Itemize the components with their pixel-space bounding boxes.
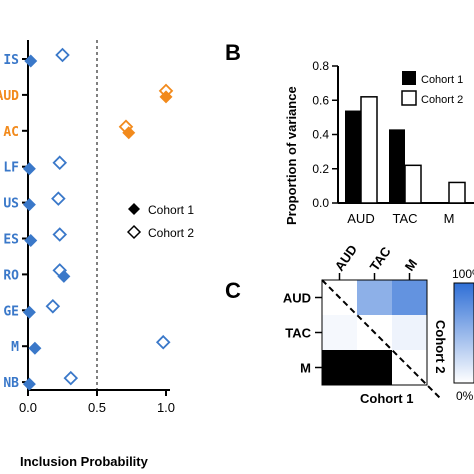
panel-a-x-tick-label: 0.0 <box>19 400 37 415</box>
panel-c-col-label: TAC <box>367 244 394 274</box>
panel-a: IS AUD AC LF US ES RO GE M NB 0.0 0.5 1.0 Inclusion… <box>0 40 194 469</box>
panel-a-y-label: AC <box>3 125 19 140</box>
panel-c-diagonal <box>321 279 441 399</box>
panel-b: B Proportion of variance 0.0 0.2 0.4 0.6 0.8… <box>225 40 474 226</box>
panel-b-letter: B <box>225 40 241 65</box>
panel-a-x-ticks: 0.0 0.5 1.0 <box>19 390 175 415</box>
panel-c-letter: C <box>225 278 241 303</box>
panel-a-point-cohort1 <box>122 126 136 140</box>
panel-c-col-labels: AUD TAC M <box>332 242 421 280</box>
panel-a-point-cohort2 <box>155 334 171 350</box>
panel-b-bar-cohort2 <box>404 164 422 204</box>
panel-b-y-tick-label: 0.2 <box>312 162 329 176</box>
panel-a-x-tick-label: 0.5 <box>88 400 106 415</box>
panel-b-x-tick-label: M <box>444 211 455 226</box>
legend-cohort1-label: Cohort 1 <box>421 74 463 86</box>
panel-c-cell <box>392 315 427 350</box>
panel-c-row-label: AUD <box>283 291 311 306</box>
panel-a-point-cohort2 <box>52 155 68 170</box>
panel-a-y-label: RO <box>3 268 19 283</box>
panel-a-point-cohort2 <box>63 370 79 386</box>
panel-a-point-cohort1 <box>24 234 38 247</box>
panel-a-point-cohort1 <box>24 54 38 68</box>
panel-a-point-cohort1 <box>22 198 36 212</box>
panel-a-points <box>22 47 174 391</box>
panel-a-y-label: NB <box>3 376 19 391</box>
panel-a-point-cohort1 <box>22 162 36 176</box>
panel-c-scale-bottom: 0% <box>456 389 474 403</box>
panel-b-y-ticks: 0.0 0.2 0.4 0.6 0.8 <box>312 59 338 210</box>
legend-cohort2-marker <box>126 224 142 240</box>
panel-a-y-label: ES <box>3 233 19 248</box>
legend-cohort2-swatch <box>401 90 417 106</box>
panel-b-ylabel: Proportion of variance <box>284 86 299 225</box>
panel-a-point-cohort1 <box>57 269 71 283</box>
legend-cohort1-swatch <box>402 71 416 85</box>
panel-c-colorbar <box>453 282 474 384</box>
panel-b-y-tick-label: 0.8 <box>312 59 329 73</box>
panel-c-ylabel: Cohort 2 <box>433 320 448 373</box>
panel-a-point-cohort1 <box>28 341 42 355</box>
panel-a-point-cohort1 <box>159 90 173 104</box>
panel-b-bars <box>345 96 466 204</box>
panel-b-legend: Cohort 1 Cohort 2 <box>401 71 463 106</box>
panel-c-col-label: AUD <box>332 242 360 274</box>
panel-a-point-cohort1 <box>22 305 36 319</box>
panel-c-cell <box>322 350 357 385</box>
panel-b-y-tick-label: 0.4 <box>312 128 329 142</box>
panel-a-point-cohort2 <box>45 299 61 314</box>
panel-b-bar-cohort1 <box>345 110 361 203</box>
panel-a-y-label: GE <box>3 304 19 319</box>
panel-a-legend: Cohort 1 Cohort 2 <box>126 203 194 240</box>
panel-b-y-tick-label: 0.0 <box>312 196 329 210</box>
legend-cohort1-label: Cohort 1 <box>148 203 194 217</box>
panel-a-point-cohort2 <box>51 191 66 206</box>
panel-b-bar-cohort2 <box>360 96 378 204</box>
legend-cohort1-marker <box>128 203 140 215</box>
panel-a-y-label: US <box>3 197 19 212</box>
panel-c-cell <box>357 280 392 315</box>
panel-a-y-label: M <box>11 340 19 355</box>
panel-a-point-cohort1 <box>22 377 36 391</box>
panel-a-y-label: IS <box>3 53 19 68</box>
panel-c-row-label: TAC <box>285 326 311 341</box>
panel-b-x-tick-label: AUD <box>347 211 374 226</box>
panel-c: C AUD TAC M AUD TAC M Cohort 1 Cohort 2 100%… <box>225 242 474 406</box>
panel-c-scale-top: 100% <box>452 267 474 281</box>
panel-c-col-label: M <box>402 256 421 273</box>
panel-c-cell <box>392 280 427 315</box>
panel-a-xlabel: Inclusion Probability <box>20 454 149 469</box>
legend-cohort2-label: Cohort 2 <box>421 94 463 106</box>
panel-a-point-cohort2 <box>52 227 68 242</box>
panel-c-xlabel: Cohort 1 <box>360 391 413 406</box>
legend-cohort2-label: Cohort 2 <box>148 226 194 240</box>
panel-c-cells <box>322 280 427 385</box>
panel-c-cell <box>322 315 357 350</box>
panel-a-y-labels: IS AUD AC LF US ES RO GE M NB <box>0 53 19 391</box>
panel-a-x-tick-label: 1.0 <box>157 400 175 415</box>
panel-a-y-label: LF <box>3 161 19 176</box>
panel-c-row-label: M <box>300 361 311 376</box>
panel-b-x-ticks: AUD TAC M <box>347 211 454 226</box>
panel-a-y-label: AUD <box>0 89 19 104</box>
panel-b-bar-cohort1 <box>389 129 405 203</box>
panel-b-bar-cohort2 <box>448 181 466 204</box>
panel-c-cell <box>357 350 392 385</box>
panel-a-point-cohort2 <box>55 47 70 63</box>
panel-b-x-tick-label: TAC <box>392 211 417 226</box>
panel-c-row-labels: AUD TAC M <box>283 291 322 376</box>
panel-b-y-tick-label: 0.6 <box>312 93 329 107</box>
